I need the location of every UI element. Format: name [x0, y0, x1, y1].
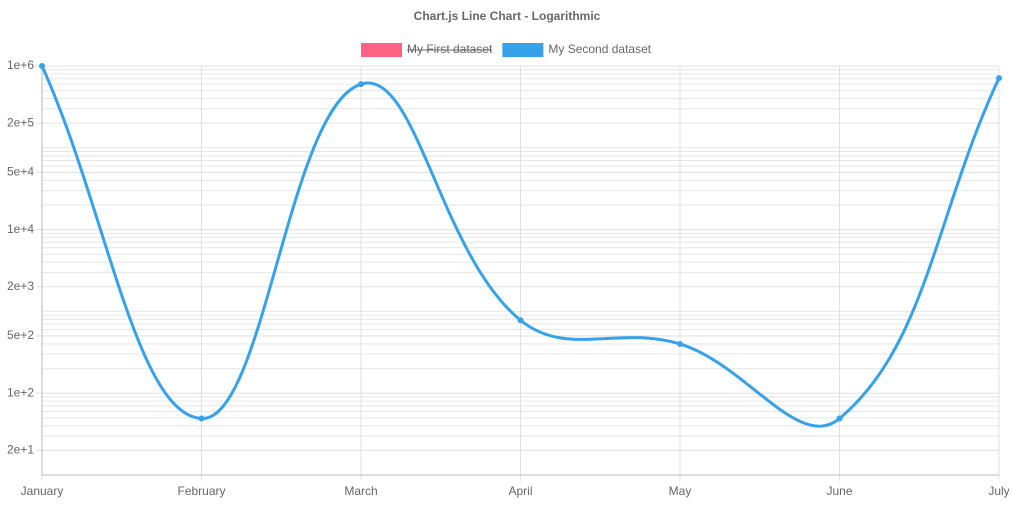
point	[358, 81, 364, 88]
point	[39, 63, 45, 69]
point	[198, 415, 205, 422]
x-tick-label: May	[669, 484, 692, 498]
point	[996, 75, 1002, 82]
y-tick-label: 5e+2	[7, 328, 34, 342]
x-tick-label: March	[344, 484, 377, 498]
point	[517, 317, 524, 324]
legend-label: My First dataset	[407, 42, 493, 56]
y-tick-label: 2e+1	[7, 443, 34, 457]
x-tick-label: February	[177, 484, 225, 498]
line	[40, 65, 1001, 428]
x-tick-label: April	[508, 484, 532, 498]
y-tick-label: 1e+4	[7, 222, 34, 236]
legend-swatch	[361, 43, 402, 57]
y-tick-label: 5e+4	[7, 165, 34, 179]
legend-label: My Second dataset	[548, 42, 651, 56]
legend-swatch	[502, 43, 544, 57]
x-tick-label: January	[21, 484, 64, 498]
point	[677, 340, 683, 347]
point	[836, 415, 843, 422]
y-tick-label: 2e+5	[7, 115, 34, 129]
x-tick-label: July	[988, 484, 1009, 498]
y-tick-label: 1e+6	[7, 58, 34, 72]
chart-title: Chart.js Line Chart - Logarithmic	[414, 9, 601, 23]
y-tick-label: 2e+3	[7, 279, 34, 293]
x-tick-label: June	[826, 484, 852, 498]
y-tick-label: 1e+2	[7, 385, 34, 399]
